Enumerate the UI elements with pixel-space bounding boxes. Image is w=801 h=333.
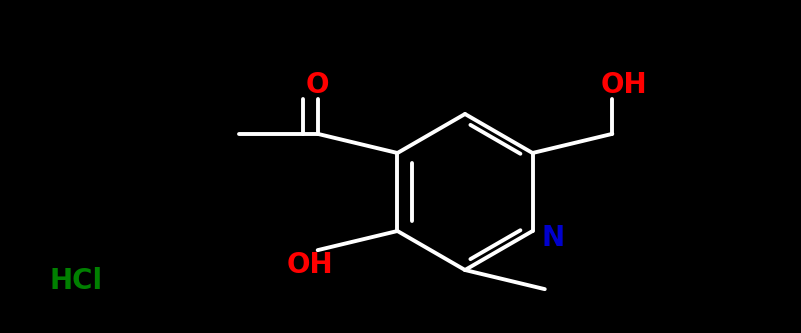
Text: O: O [306, 71, 329, 100]
Text: HCl: HCl [50, 267, 103, 295]
Text: N: N [541, 224, 564, 252]
Text: OH: OH [286, 251, 333, 279]
Text: OH: OH [601, 71, 648, 100]
